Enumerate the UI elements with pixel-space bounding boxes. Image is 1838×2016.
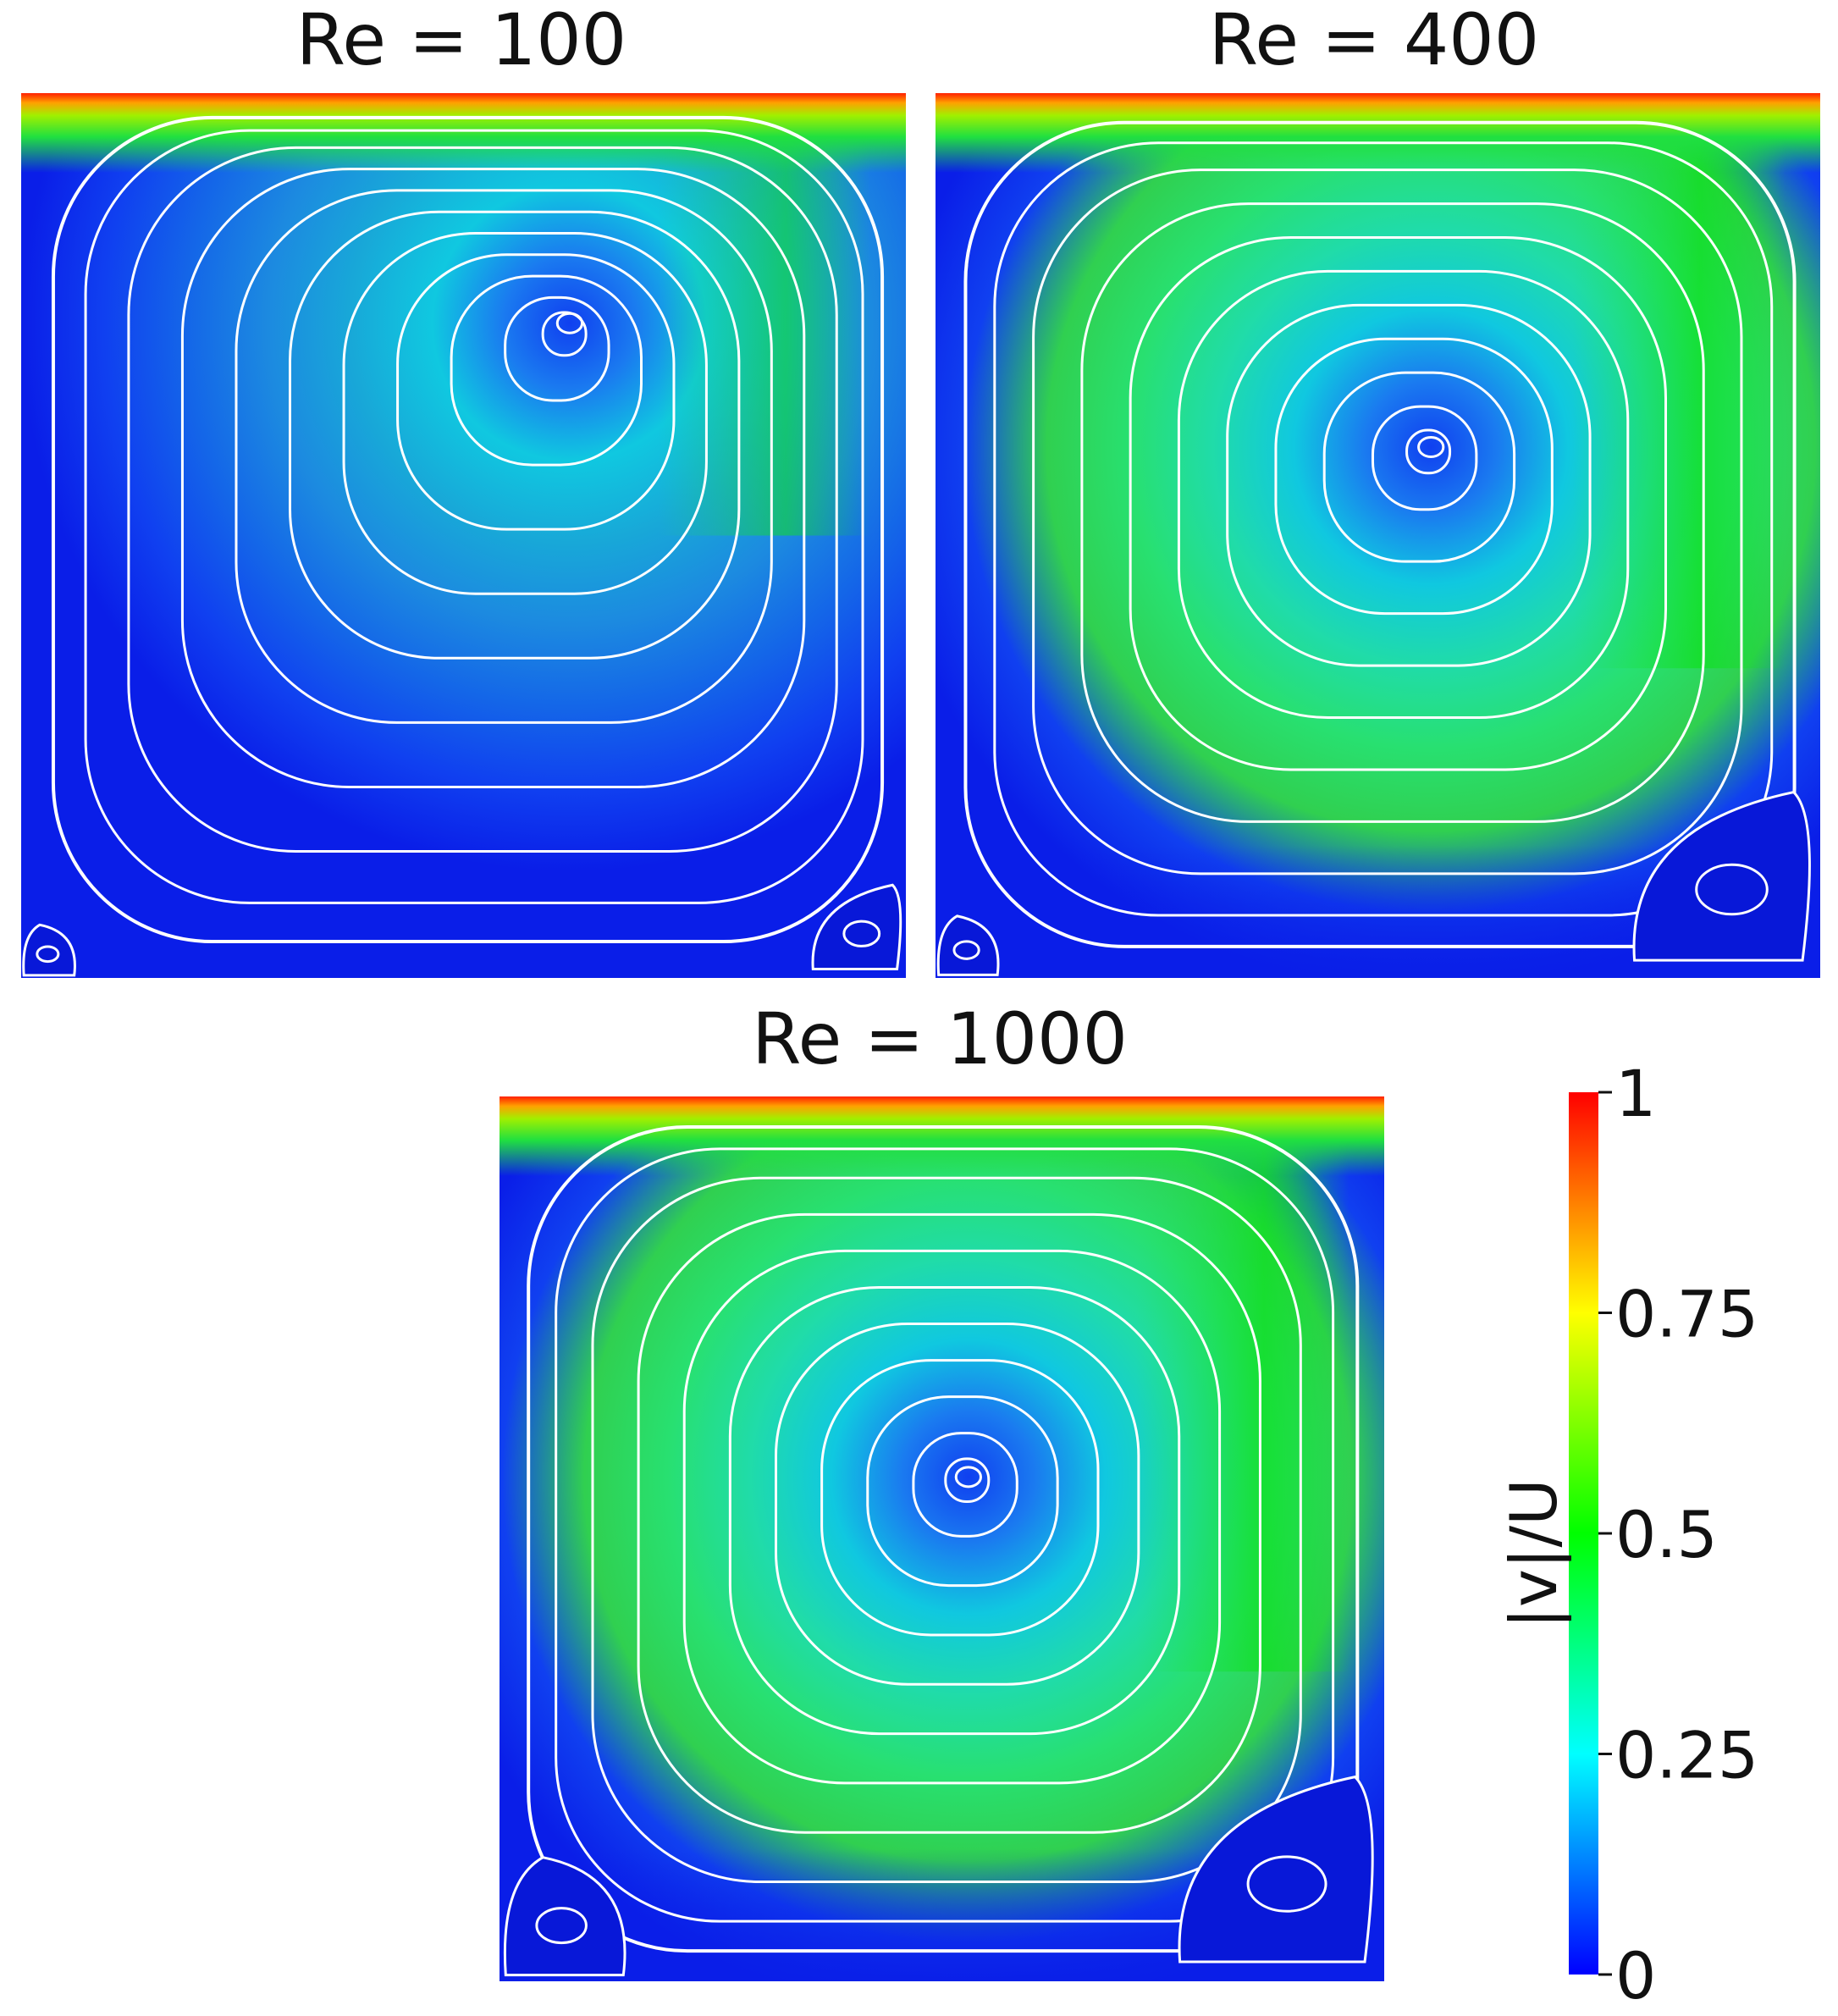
panel-title-re1000: Re = 1000 (752, 997, 1128, 1080)
streamline (555, 1147, 1335, 1923)
cavity-panel-2 (500, 1096, 1384, 1981)
streamline (1177, 269, 1630, 720)
streamline (396, 253, 676, 531)
streamline (963, 120, 1797, 948)
secondary-vortex-core (36, 945, 60, 964)
streamline (1405, 428, 1452, 475)
streamline (1080, 202, 1705, 823)
vortex-core (1417, 436, 1445, 458)
streamline (289, 210, 741, 660)
colorbar-tick-label: 0.25 (1615, 1718, 1758, 1793)
streamline (1226, 303, 1592, 667)
streamline (728, 1285, 1181, 1736)
streamline (450, 274, 643, 467)
secondary-vortex-bottom-left (503, 1856, 626, 1977)
streamline (820, 1359, 1100, 1637)
panels-group (21, 93, 1820, 1981)
streamline (1274, 337, 1554, 616)
bottom-shade (21, 845, 906, 978)
secondary-vortex-bottom-right (1178, 1775, 1374, 1964)
streamline (1371, 405, 1478, 511)
cavity-panel-0 (21, 93, 906, 978)
streamline (912, 1432, 1018, 1538)
panel-title-re100: Re = 100 (295, 0, 627, 81)
colorbar-tick-label: 0.75 (1615, 1277, 1758, 1352)
streamline (774, 1323, 1140, 1686)
lid-band (21, 93, 906, 174)
secondary-vortex-core (535, 1907, 588, 1945)
jet-region (1136, 1141, 1350, 1672)
secondary-vortex-bottom-left (936, 914, 1000, 976)
colorbar-tick-label: 0.5 (1615, 1497, 1718, 1572)
secondary-vortex-bottom-left (22, 923, 76, 977)
streamline (51, 115, 885, 944)
cavity-panel-1 (936, 93, 1820, 978)
streamline (527, 1125, 1360, 1953)
panel-title-re400: Re = 400 (1208, 0, 1540, 81)
colorbar-tick-label: 0 (1615, 1938, 1656, 2013)
streamline (235, 189, 773, 724)
lid-band (936, 93, 1820, 174)
streamline (180, 168, 806, 788)
streamline (1129, 236, 1668, 771)
vortex-core (954, 1466, 982, 1489)
colorbar-label: |v|/U (1496, 1478, 1572, 1628)
streamline (541, 311, 588, 357)
colorbar-tick-label: 1 (1615, 1056, 1656, 1131)
colorbar-scale (1569, 1092, 1598, 1975)
streamline (682, 1249, 1222, 1785)
streamline (1322, 371, 1516, 563)
streamline (866, 1395, 1059, 1588)
secondary-vortex-core (952, 940, 980, 960)
streamline (1032, 168, 1743, 875)
streamline (342, 231, 708, 595)
colorbar: 0 0.25 0.5 0.75 1 |v|/U (1496, 1056, 1758, 2013)
secondary-vortex-core (1246, 1855, 1327, 1913)
streamline (591, 1176, 1302, 1884)
streamline (993, 141, 1774, 917)
streamline (504, 295, 610, 402)
secondary-vortex-bottom-right (1632, 790, 1811, 962)
secondary-vortex-core (842, 920, 881, 947)
secondary-vortex-bottom-right (811, 883, 902, 971)
vortex-core (555, 312, 584, 334)
streamline (944, 1457, 991, 1504)
streamline (84, 129, 864, 904)
secondary-vortex-core (1695, 863, 1769, 916)
streamline (127, 146, 838, 853)
streamline (637, 1212, 1261, 1834)
jet-region (658, 137, 871, 536)
